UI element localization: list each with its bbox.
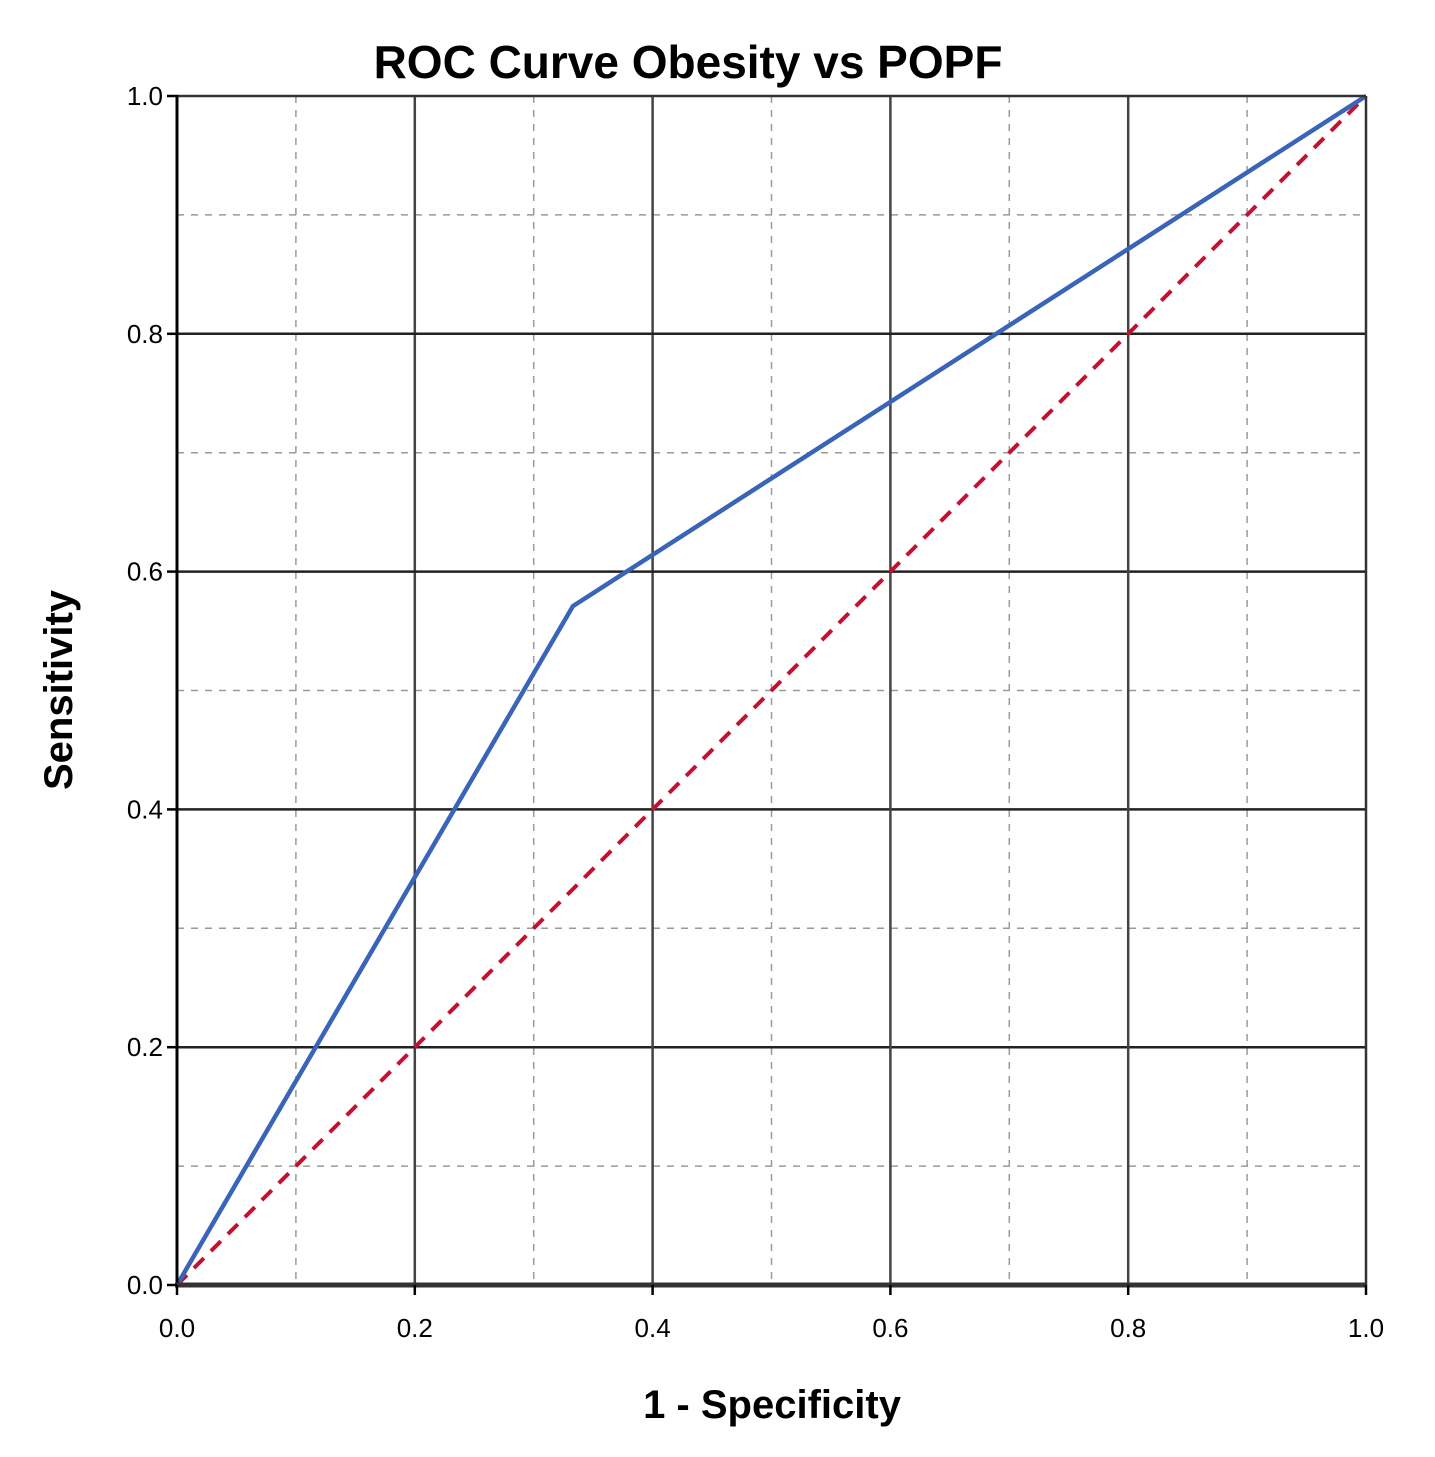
y-axis-title: Sensitivity	[37, 589, 81, 790]
x-tick-label: 0.6	[872, 1313, 908, 1343]
axis-layer	[167, 94, 1368, 1295]
x-tick-label: 0.4	[635, 1313, 671, 1343]
series-layer	[175, 94, 1368, 1287]
reference-line	[175, 94, 1368, 1287]
y-tick-label: 0.4	[127, 794, 163, 824]
y-tick-label: 1.0	[127, 81, 163, 111]
x-tick-label: 1.0	[1348, 1313, 1384, 1343]
x-tick-label: 0.8	[1110, 1313, 1146, 1343]
chart-title: ROC Curve Obesity vs POPF	[374, 36, 1003, 88]
y-tick-label: 0.8	[127, 319, 163, 349]
x-tick-label: 0.0	[159, 1313, 195, 1343]
y-tick-label: 0.6	[127, 557, 163, 587]
tick-labels: 0.0 0.2 0.4 0.6 0.8 1.0 0.0 0.2 0.4 0.6 0.8 1.0	[127, 81, 1384, 1343]
x-tick-label: 0.2	[397, 1313, 433, 1343]
y-tick-label: 0.0	[127, 1270, 163, 1300]
roc-curve-line	[175, 94, 1368, 1287]
x-axis-title: 1 - Specificity	[643, 1383, 902, 1427]
major-grid	[177, 96, 1366, 1285]
y-tick-label: 0.2	[127, 1032, 163, 1062]
